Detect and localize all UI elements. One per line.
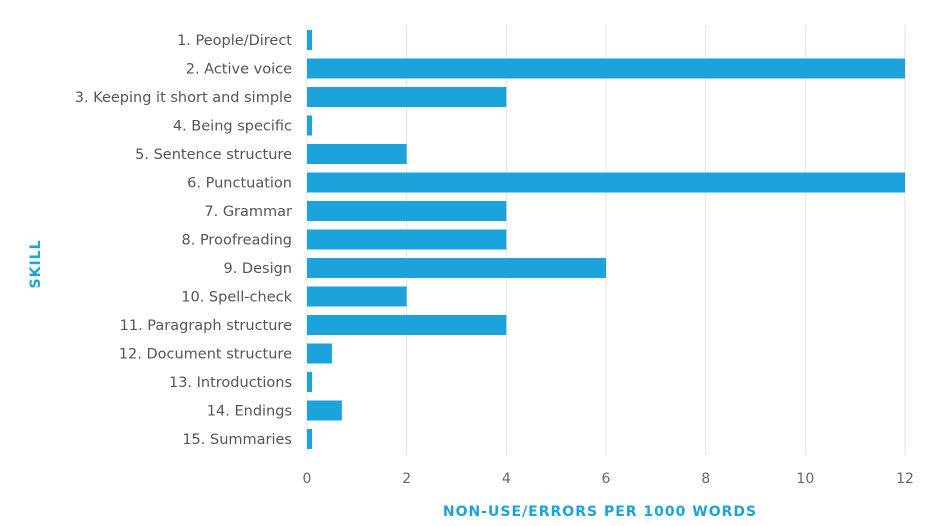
category-label: 1. People/Direct xyxy=(177,33,292,49)
x-tick-label: 0 xyxy=(303,471,312,487)
x-tick-label: 12 xyxy=(896,471,914,487)
category-label: 14. Endings xyxy=(207,404,292,420)
x-tick-label: 2 xyxy=(402,471,411,487)
bar xyxy=(307,343,332,364)
x-tick-label: 6 xyxy=(602,471,611,487)
x-tick-label: 10 xyxy=(796,471,814,487)
bar xyxy=(307,372,312,392)
category-label: 5. Sentence structure xyxy=(135,147,292,163)
category-label: 11. Paragraph structure xyxy=(120,318,292,334)
category-label: 2. Active voice xyxy=(186,62,292,78)
category-label: 7. Grammar xyxy=(204,204,292,220)
bar xyxy=(307,172,905,193)
bar xyxy=(307,30,312,50)
bar xyxy=(307,286,407,307)
category-label: 9. Design xyxy=(223,261,292,277)
bar xyxy=(307,115,312,136)
category-labels: 1. People/Direct 2. Active voice 3. Keepin… xyxy=(75,33,293,448)
category-label: 8. Proofreading xyxy=(182,233,293,249)
category-label: 12. Document structure xyxy=(119,347,292,363)
x-tick-label: 4 xyxy=(502,471,511,487)
x-tick-label: 8 xyxy=(701,471,710,487)
bar xyxy=(307,400,342,421)
bar xyxy=(307,58,905,79)
category-label: 4. Being specific xyxy=(173,119,292,135)
category-label: 15. Summaries xyxy=(182,432,292,448)
bars xyxy=(307,30,905,449)
x-tick-labels: 0 2 4 6 8 10 12 xyxy=(303,471,914,487)
bar xyxy=(307,315,507,335)
bar xyxy=(307,229,507,250)
bar xyxy=(307,258,606,278)
bar xyxy=(307,87,507,107)
x-axis-title: NON-USE/ERRORS PER 1000 WORDS xyxy=(443,504,757,520)
category-label: 13. Introductions xyxy=(169,375,292,391)
category-label: 6. Punctuation xyxy=(187,176,292,192)
bar xyxy=(307,429,312,449)
bar xyxy=(307,144,407,164)
category-label: 10. Spell-check xyxy=(181,290,292,306)
y-axis-title: SKILL xyxy=(28,240,44,289)
bar xyxy=(307,201,507,221)
category-label: 3. Keeping it short and simple xyxy=(75,90,292,106)
